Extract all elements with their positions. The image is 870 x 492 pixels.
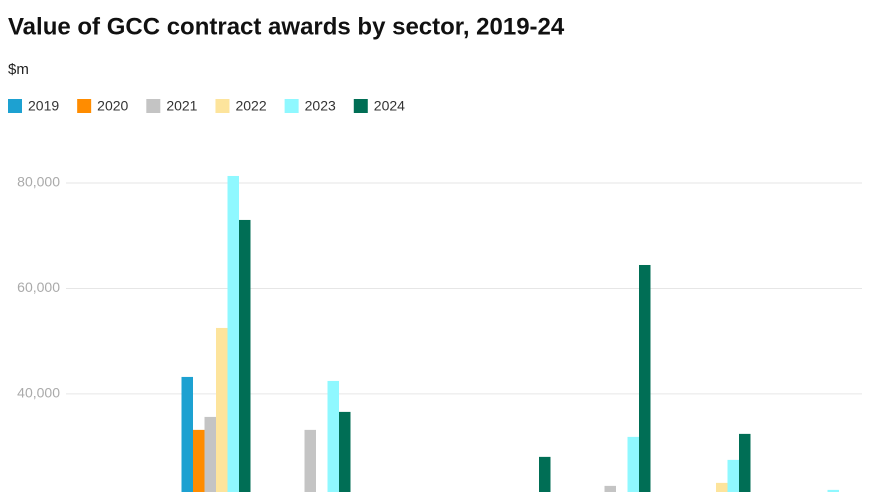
- bar: [639, 264, 651, 492]
- bar: [827, 489, 839, 492]
- legend-label: 2024: [374, 98, 405, 114]
- bar: [327, 380, 339, 492]
- legend-swatch: [353, 99, 368, 113]
- legend-label: 2019: [28, 98, 59, 114]
- legend-label: 2021: [166, 98, 197, 114]
- legend-swatch: [146, 99, 161, 113]
- bar: [204, 416, 216, 492]
- bar: [727, 459, 739, 492]
- bar: [227, 175, 239, 492]
- bar: [181, 376, 193, 492]
- y-tick-label: 80,000: [17, 174, 60, 190]
- legend-label: 2020: [97, 98, 128, 114]
- y-tick-label: 60,000: [17, 279, 60, 295]
- legend-swatch: [77, 99, 92, 113]
- legend-label: 2023: [305, 98, 336, 114]
- bar: [339, 411, 351, 492]
- legend-swatch: [215, 99, 230, 113]
- legend-swatch: [284, 99, 299, 113]
- bar: [193, 429, 205, 492]
- bar: [739, 433, 751, 492]
- bar: [604, 485, 616, 492]
- legend-label: 2022: [235, 98, 266, 114]
- y-tick-label: 40,000: [17, 385, 60, 401]
- bar: [304, 429, 316, 492]
- bar: [627, 436, 639, 492]
- legend-swatch: [8, 99, 22, 113]
- bar: [216, 327, 228, 492]
- bar: [239, 219, 251, 492]
- bar: [716, 482, 728, 492]
- chart-title: Value of GCC contract awards by sector, …: [8, 13, 565, 40]
- bar: [539, 456, 551, 492]
- chart-subtitle: $m: [8, 61, 29, 78]
